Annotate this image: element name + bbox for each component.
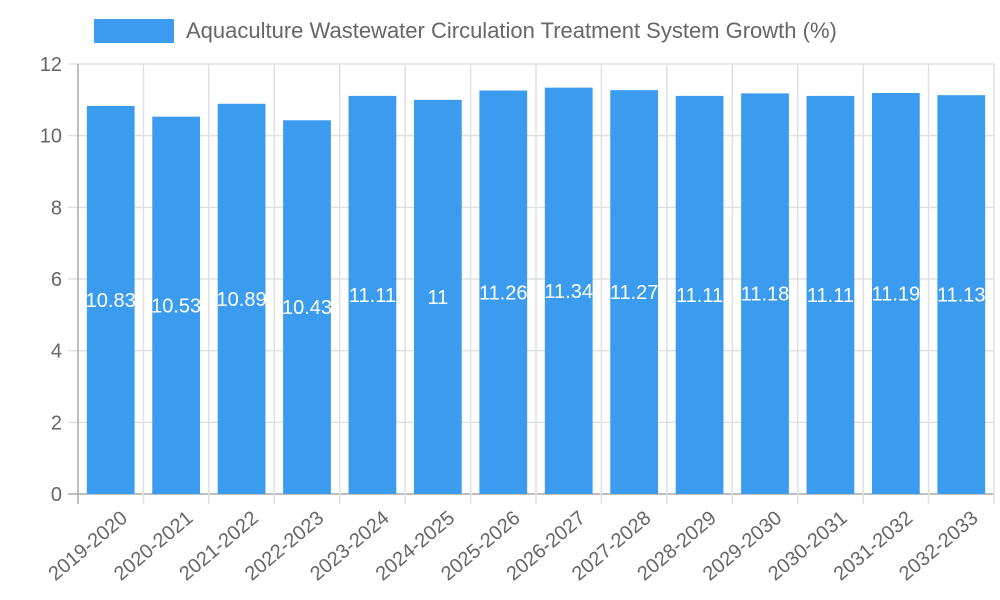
bar-value-label: 11.26 bbox=[479, 282, 528, 304]
legend-label: Aquaculture Wastewater Circulation Treat… bbox=[186, 18, 837, 43]
y-tick-label: 2 bbox=[51, 412, 62, 434]
y-tick-label: 0 bbox=[51, 484, 62, 506]
bar-value-label: 10.83 bbox=[86, 290, 136, 312]
y-tick-label: 8 bbox=[51, 197, 62, 219]
bar[interactable] bbox=[741, 93, 789, 494]
bar-value-label: 11.13 bbox=[937, 285, 986, 307]
y-tick-label: 12 bbox=[40, 54, 62, 76]
bar[interactable] bbox=[937, 95, 986, 495]
bar-value-label: 11.19 bbox=[872, 284, 921, 306]
bar-value-label: 10.53 bbox=[151, 295, 201, 317]
bar[interactable] bbox=[152, 116, 201, 495]
legend-swatch bbox=[94, 19, 174, 43]
bar[interactable] bbox=[610, 90, 659, 495]
bar-value-label: 11.11 bbox=[349, 285, 396, 307]
bar[interactable] bbox=[217, 103, 266, 495]
bars: 10.83 10.53 10.89 10.43 11.11 11 11.26 11.34 11.… bbox=[86, 87, 986, 495]
bar[interactable] bbox=[675, 95, 724, 495]
bar-value-label: 10.89 bbox=[217, 289, 267, 311]
legend[interactable]: Aquaculture Wastewater Circulation Treat… bbox=[94, 18, 837, 44]
bar-value-label: 11.18 bbox=[741, 284, 790, 306]
bar-value-label: 11.11 bbox=[676, 285, 723, 307]
bar[interactable] bbox=[871, 93, 920, 495]
bar[interactable] bbox=[413, 99, 462, 494]
bar-value-label: 10.43 bbox=[282, 297, 332, 319]
bar[interactable] bbox=[283, 120, 331, 494]
y-tick-label: 4 bbox=[51, 341, 62, 363]
bar[interactable] bbox=[806, 95, 855, 495]
y-tick-label: 6 bbox=[51, 269, 62, 291]
bar[interactable] bbox=[348, 95, 397, 495]
bar[interactable] bbox=[86, 105, 135, 495]
bar[interactable] bbox=[544, 87, 593, 495]
gridlines bbox=[68, 63, 995, 504]
bar-value-label: 11 bbox=[427, 287, 448, 309]
bar-value-label: 11.11 bbox=[807, 285, 854, 307]
bar-value-label: 11.27 bbox=[610, 282, 659, 304]
bar-value-label: 11.34 bbox=[544, 281, 593, 303]
y-tick-label: 10 bbox=[40, 126, 62, 148]
bar[interactable] bbox=[479, 90, 528, 495]
